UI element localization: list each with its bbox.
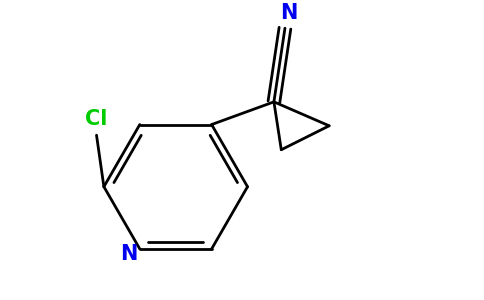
Text: N: N (120, 244, 137, 265)
Text: N: N (280, 4, 297, 23)
Text: Cl: Cl (85, 109, 108, 129)
